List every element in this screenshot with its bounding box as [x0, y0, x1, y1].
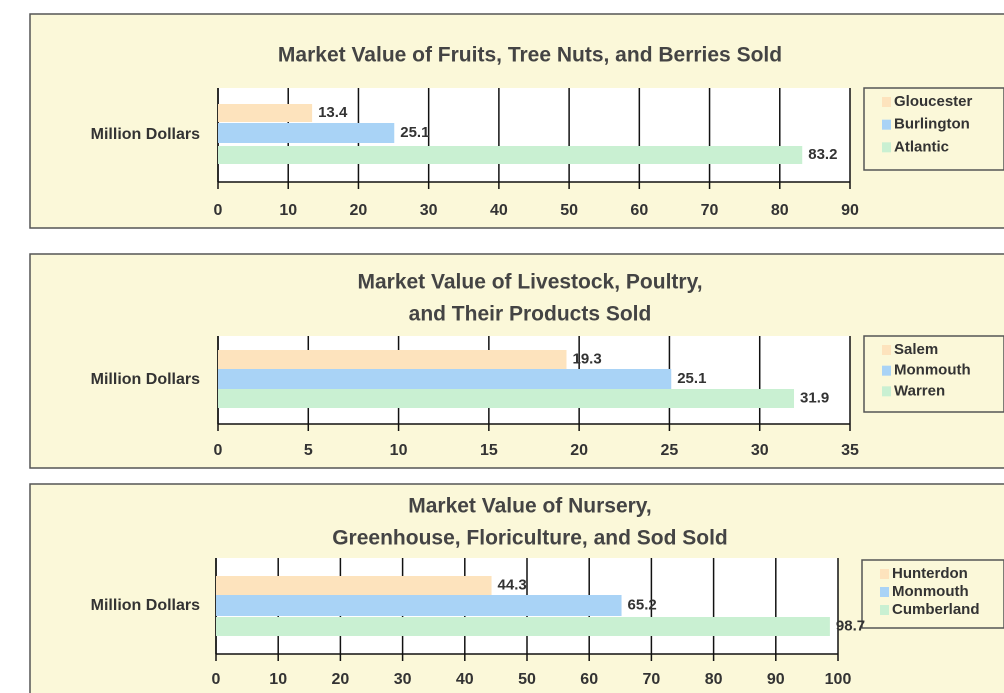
category-label: Million Dollars	[91, 126, 200, 143]
x-tick-label: 50	[560, 202, 578, 219]
bar	[216, 576, 492, 595]
chart-title: Market Value of Fruits, Tree Nuts, and B…	[278, 44, 782, 67]
x-tick-label: 10	[269, 671, 287, 688]
x-tick-label: 5	[304, 442, 313, 459]
x-tick-label: 90	[841, 202, 859, 219]
x-tick-label: 20	[570, 442, 588, 459]
data-label: 25.1	[400, 124, 429, 141]
legend-swatch	[882, 386, 891, 397]
x-tick-label: 25	[661, 442, 679, 459]
x-tick-label: 10	[279, 202, 297, 219]
legend-swatch	[882, 142, 891, 153]
chart-title: and Their Products Sold	[409, 303, 652, 326]
x-tick-label: 35	[841, 442, 859, 459]
legend-swatch	[880, 605, 889, 615]
category-label: Million Dollars	[91, 371, 200, 388]
x-tick-label: 0	[214, 442, 223, 459]
data-label: 98.7	[836, 617, 865, 634]
x-tick-label: 60	[580, 671, 598, 688]
bar	[216, 595, 622, 616]
bar	[216, 617, 830, 636]
bar	[218, 123, 395, 143]
category-label: Million Dollars	[91, 597, 200, 614]
x-tick-label: 80	[771, 202, 789, 219]
x-tick-label: 30	[420, 202, 438, 219]
data-label: 19.3	[573, 350, 602, 367]
chart-title: Market Value of Nursery,	[408, 495, 652, 518]
chart-title: Market Value of Livestock, Poultry,	[357, 271, 702, 294]
bar	[218, 104, 313, 122]
x-tick-label: 40	[456, 671, 474, 688]
legend-label: Monmouth	[894, 362, 971, 379]
x-tick-label: 10	[390, 442, 408, 459]
chart-title: Greenhouse, Floriculture, and Sod Sold	[332, 527, 728, 550]
legend-label: Hunterdon	[892, 565, 968, 582]
legend-swatch	[882, 97, 891, 107]
data-label: 25.1	[677, 370, 706, 387]
legend-swatch	[882, 345, 891, 355]
data-label: 44.3	[498, 576, 527, 593]
data-label: 65.2	[628, 596, 657, 613]
x-tick-label: 70	[643, 671, 661, 688]
x-tick-label: 70	[701, 202, 719, 219]
x-tick-label: 20	[350, 202, 368, 219]
data-label: 13.4	[318, 104, 348, 121]
bar	[218, 350, 567, 369]
legend-swatch	[880, 587, 889, 597]
legend-label: Cumberland	[892, 601, 980, 618]
x-tick-label: 0	[212, 671, 221, 688]
x-tick-label: 80	[705, 671, 723, 688]
legend-label: Salem	[894, 341, 938, 358]
x-tick-label: 100	[825, 671, 852, 688]
legend-label: Monmouth	[892, 583, 969, 600]
legend-swatch	[882, 365, 891, 376]
legend-label: Warren	[894, 382, 945, 399]
data-label: 31.9	[800, 389, 829, 406]
x-tick-label: 30	[751, 442, 769, 459]
x-tick-label: 30	[394, 671, 412, 688]
bar	[218, 146, 803, 164]
legend-swatch	[882, 119, 891, 130]
x-tick-label: 90	[767, 671, 785, 688]
x-tick-label: 40	[490, 202, 508, 219]
x-tick-label: 0	[214, 202, 223, 219]
x-tick-label: 50	[518, 671, 536, 688]
legend-swatch	[880, 569, 889, 579]
legend-label: Atlantic	[894, 138, 949, 155]
legend-label: Gloucester	[894, 93, 973, 110]
x-tick-label: 15	[480, 442, 498, 459]
data-label: 83.2	[808, 146, 837, 163]
x-tick-label: 20	[332, 671, 350, 688]
bar	[218, 369, 672, 389]
bar	[218, 389, 795, 408]
legend-label: Burlington	[894, 116, 970, 133]
x-tick-label: 60	[630, 202, 648, 219]
